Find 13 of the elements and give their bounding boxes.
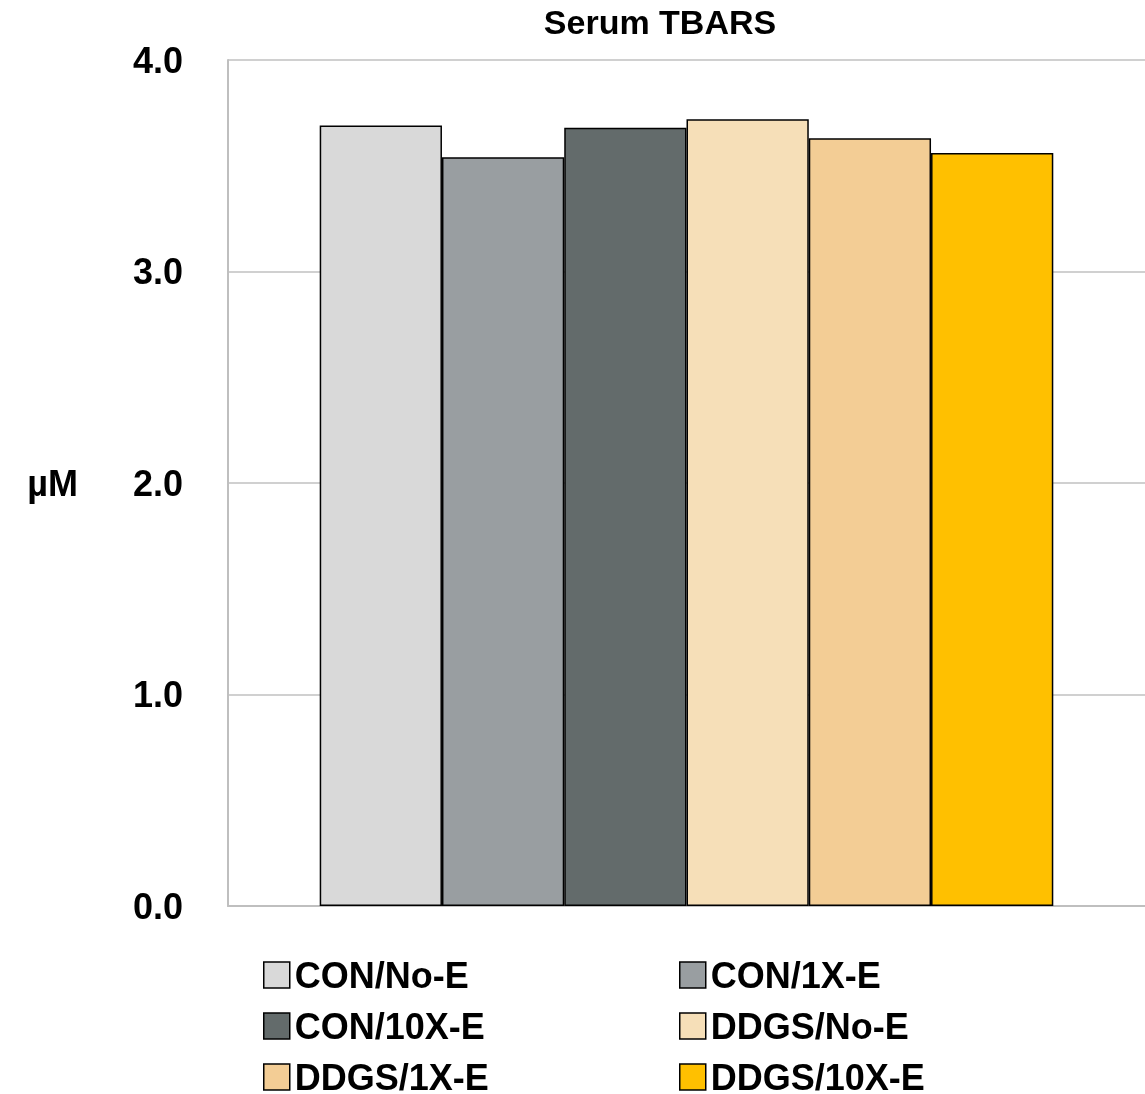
chart-title: Serum TBARS xyxy=(543,3,777,41)
y-tick-label: 2.0 xyxy=(132,462,183,504)
y-tick-label: 3.0 xyxy=(132,251,183,292)
legend-label: DDGS/10X-E xyxy=(710,1056,925,1094)
legend-label: CON/1X-E xyxy=(710,954,881,996)
y-tick-label: 0.0 xyxy=(132,885,183,927)
y-tick-label: 4.0 xyxy=(132,39,183,81)
y-axis-title: µM xyxy=(27,462,78,504)
legend-label: DDGS/No-E xyxy=(710,1005,909,1047)
legend-label: DDGS/1X-E xyxy=(294,1056,489,1094)
y-tick-label: 1.0 xyxy=(132,674,183,715)
legend-label: CON/No-E xyxy=(294,954,469,996)
legend-label: CON/10X-E xyxy=(294,1005,485,1047)
